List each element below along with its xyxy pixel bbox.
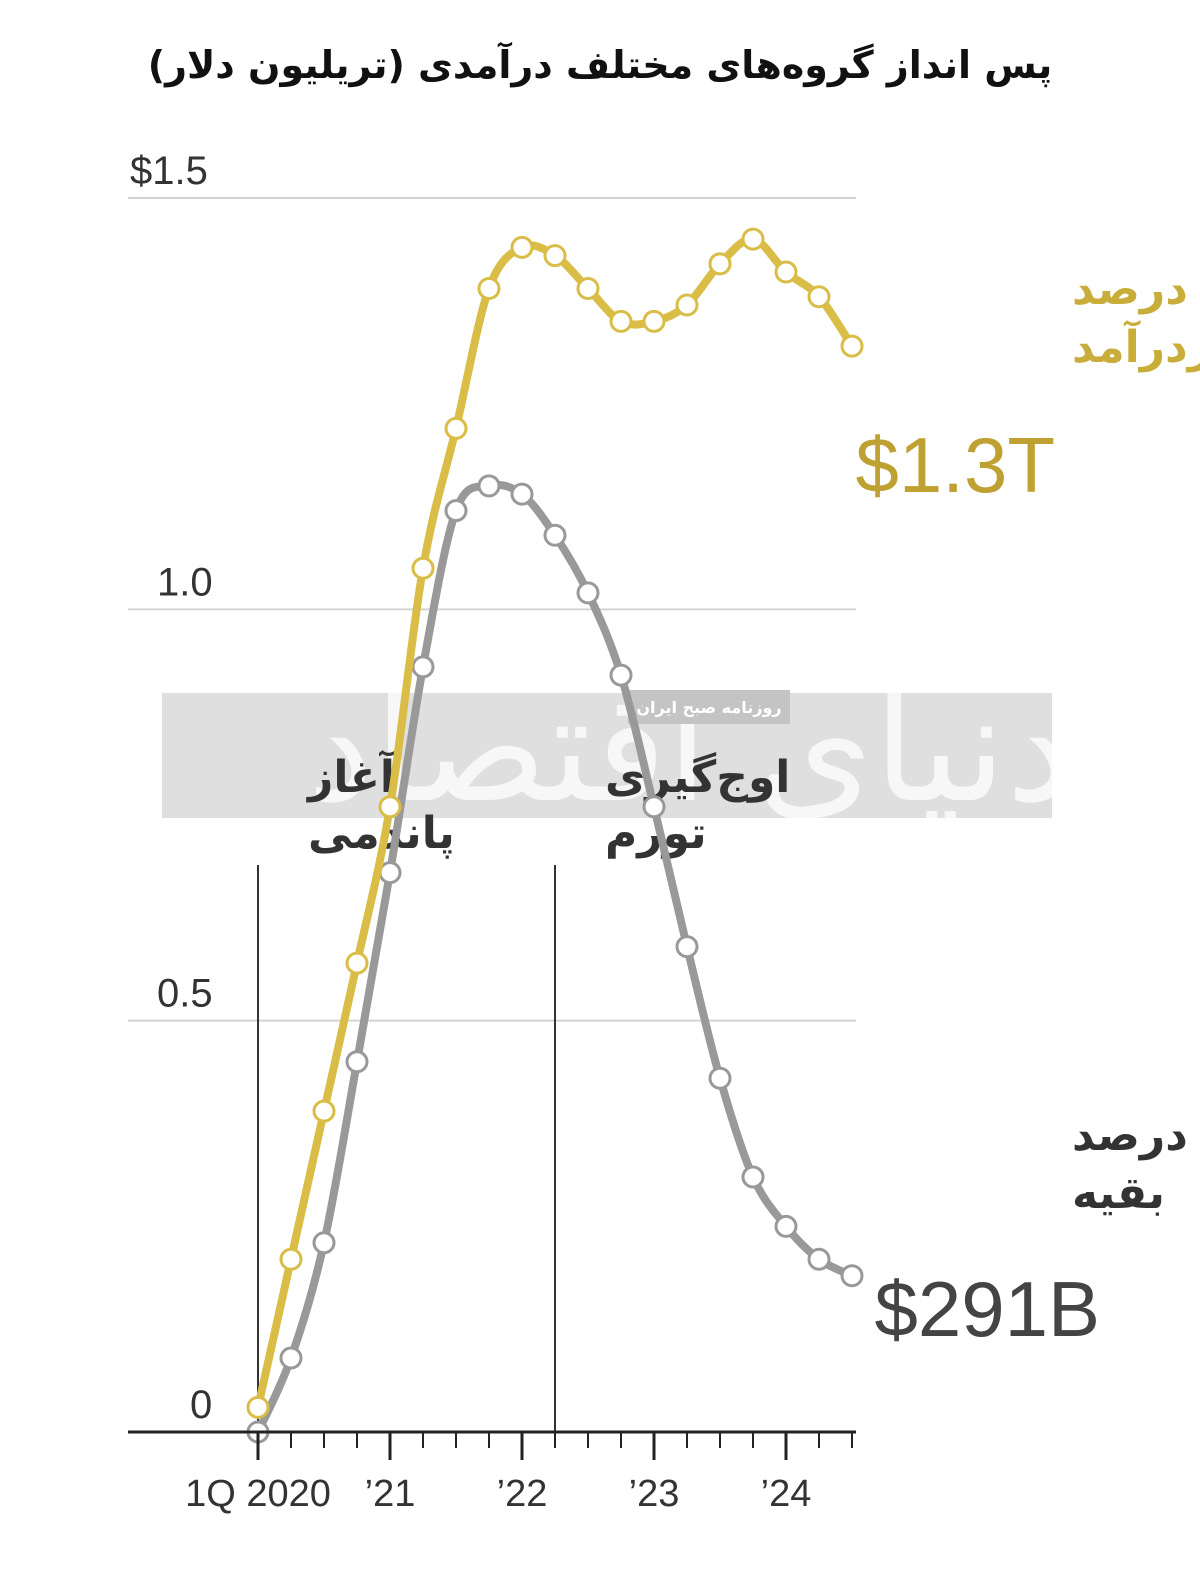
watermark-caption-box — [628, 690, 790, 724]
series — [246, 227, 864, 1444]
data-point-0 — [609, 309, 633, 333]
data-point-1 — [444, 499, 468, 523]
data-point-1 — [510, 482, 534, 506]
x-tick-label: ’21 — [365, 1473, 416, 1515]
data-point-0 — [840, 334, 864, 358]
data-point-1 — [642, 795, 666, 819]
data-point-1 — [477, 474, 501, 498]
data-point-0 — [477, 276, 501, 300]
data-point-1 — [345, 1050, 369, 1074]
y-axis-ticks: 0 0.5 1.0 $1.5 — [130, 149, 213, 1427]
data-point-1 — [609, 663, 633, 687]
gridlines — [128, 197, 856, 1022]
series-line-1 — [254, 480, 856, 1436]
data-point-0 — [576, 276, 600, 300]
series-name-1: بقیه — [1072, 1168, 1165, 1219]
series-end-value-1: $291B — [874, 1265, 1100, 1353]
series-name-1: ۹۰ درصد — [1072, 1110, 1200, 1161]
x-tick-label: 1Q 2020 — [185, 1473, 331, 1515]
data-point-0 — [246, 1395, 270, 1419]
data-point-1 — [807, 1247, 831, 1271]
data-point-0 — [708, 252, 732, 276]
data-point-1 — [576, 581, 600, 605]
data-point-1 — [279, 1346, 303, 1370]
watermark-caption: روزنامه صبح ایران — [636, 698, 781, 717]
data-point-1 — [411, 655, 435, 679]
series-name-0: پردرآمد — [1072, 319, 1200, 373]
data-point-1 — [708, 1066, 732, 1090]
data-point-0 — [741, 227, 765, 251]
y-tick-label: $1.5 — [130, 149, 208, 193]
data-point-0 — [807, 285, 831, 309]
data-point-1 — [312, 1231, 336, 1255]
x-tick-label: ’23 — [629, 1473, 680, 1515]
data-point-1 — [543, 523, 567, 547]
data-point-0 — [279, 1247, 303, 1271]
data-point-0 — [444, 416, 468, 440]
data-point-0 — [345, 951, 369, 975]
series-end-value-0: $1.3T — [856, 421, 1055, 509]
x-tick-label: ’24 — [761, 1473, 812, 1515]
data-point-0 — [675, 293, 699, 317]
y-tick-label: 0.5 — [157, 972, 213, 1016]
x-axis: 1Q 2020 ’21 ’22 ’23 ’24 — [128, 1430, 856, 1515]
annotation-text: اوج‌گیری — [605, 751, 790, 803]
data-point-1 — [741, 1165, 765, 1189]
x-tick-label: ’22 — [497, 1473, 548, 1515]
data-point-1 — [378, 861, 402, 885]
data-point-1 — [774, 1214, 798, 1238]
watermark-band — [162, 693, 1052, 818]
data-point-0 — [378, 795, 402, 819]
chart-title: پس انداز گروه‌های مختلف درآمدی (تریلیون … — [148, 41, 1053, 88]
y-tick-label: 1.0 — [157, 560, 213, 604]
y-tick-label: 0 — [190, 1383, 212, 1427]
data-point-0 — [642, 309, 666, 333]
data-point-1 — [840, 1264, 864, 1288]
annotation-text: آغاز — [306, 749, 396, 803]
watermark: دنیای اقتصاد روزنامه صبح ایران — [162, 662, 1073, 836]
data-point-1 — [675, 935, 699, 959]
data-point-0 — [774, 260, 798, 284]
data-point-0 — [510, 235, 534, 259]
data-point-0 — [543, 244, 567, 268]
data-point-0 — [312, 1099, 336, 1123]
series-name-0: ۱۰ درصد — [1072, 264, 1200, 315]
data-point-0 — [411, 556, 435, 580]
series-labels: ۱۰ درصدپردرآمد $1.3T ۹۰ درصد بقیه $291B — [856, 264, 1200, 1353]
